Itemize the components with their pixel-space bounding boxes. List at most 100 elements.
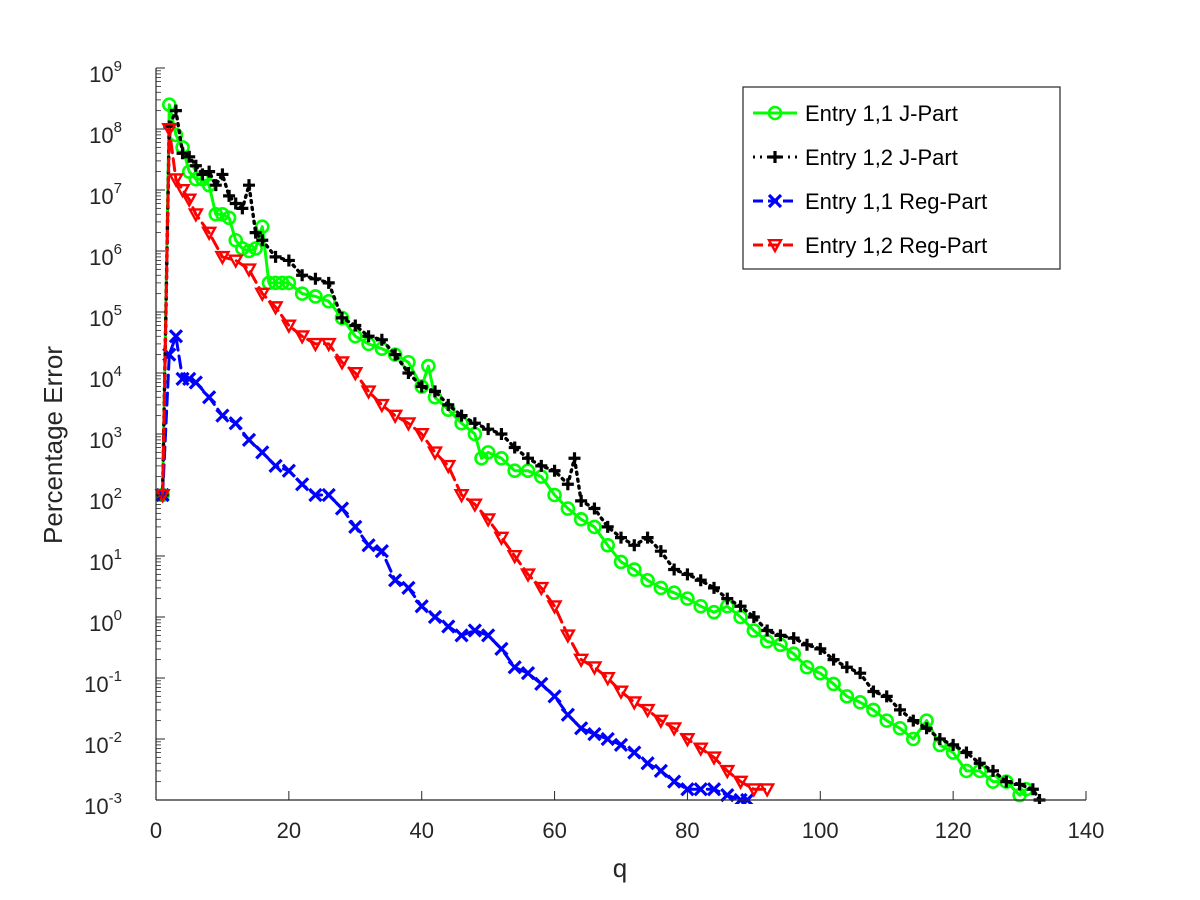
data-point [362,330,375,343]
y-tick-label: 104 [89,363,122,392]
data-point [732,775,749,791]
data-point [255,445,270,460]
data-point [520,666,536,681]
legend: Entry 1,1 J-Part Entry 1,2 J-Part Entry 1,… [742,86,1061,270]
data-point [295,477,310,492]
data-point [573,653,590,669]
data-point [668,563,681,576]
data-point [519,568,537,583]
data-point [249,226,262,239]
y-tick-label: 101 [89,546,122,575]
data-point [839,689,855,704]
data-point [705,751,723,766]
data-point [427,609,443,625]
data-point [248,241,263,256]
data-point [389,348,402,361]
x-axis-title: q [613,853,627,883]
data-point [360,385,377,400]
data-point [387,409,404,425]
legend-entry: Entry 1,2 J-Part [753,145,958,170]
data-point [196,168,209,181]
legend-label: Entry 1,1 Reg-Part [805,189,987,214]
data-point [294,330,311,345]
data-point [181,193,198,208]
y-tick-label: 10-1 [84,668,122,697]
y-tick-label: 100 [89,607,122,636]
data-point [867,685,880,698]
data-point [176,147,189,160]
data-point [761,624,774,637]
data-point [414,599,429,614]
axes: 0 20 40 60 80 100 120 140 10-3 10-2 10-1 100 101 102 1… [84,58,1104,843]
data-point [534,676,549,692]
data-point [559,629,576,644]
y-tick-label: 10-2 [84,729,122,758]
data-point [168,329,184,344]
data-point [309,272,322,285]
data-point [442,398,455,411]
data-point [429,385,441,398]
x-tick-label: 100 [802,818,839,843]
data-point [560,501,576,516]
data-point [169,104,182,117]
data-point [746,623,762,638]
data-point [786,646,802,662]
series-4 [154,123,776,798]
data-point [734,600,747,613]
data-point [747,611,760,623]
legend-label: Entry 1,1 J-Part [805,101,958,126]
data-point [174,184,191,199]
y-tick-label: 105 [89,302,122,331]
data-point [507,660,522,675]
data-point [933,733,946,745]
data-point [413,428,430,443]
data-point [216,168,229,181]
data-point [480,513,497,528]
data-point [495,428,508,440]
data-point [560,707,575,722]
data-point [454,628,469,643]
x-tick-label: 140 [1068,818,1105,843]
data-point [894,703,906,716]
legend-entry: Entry 1,1 Reg-Part [753,189,987,214]
data-point [223,189,236,202]
y-tick-label: 10-3 [84,790,122,819]
data-point [568,452,581,465]
legend-entry: Entry 1,2 Reg-Part [753,233,987,258]
data-point [615,531,627,544]
data-point [601,520,614,533]
data-point [347,367,364,382]
data-point [827,653,840,666]
y-tick-label: 109 [89,58,122,87]
data-point [814,642,827,655]
data-point [468,417,481,430]
data-point [548,464,561,477]
data-point [641,531,654,544]
data-point [333,356,351,371]
data-point [154,489,171,504]
data-point [482,423,495,436]
data-point [774,629,787,642]
data-point [588,502,601,515]
data-point [307,337,324,353]
data-point [575,494,588,507]
data-point [627,745,642,760]
data-point [680,591,695,606]
data-point [866,702,881,718]
data-point [719,764,736,780]
data-point [375,333,388,346]
legend-label: Entry 1,2 J-Part [805,145,958,170]
data-point [227,254,244,269]
data-point [920,722,933,735]
data-point [852,694,868,710]
data-point [441,619,456,634]
x-tick-label: 0 [150,818,162,843]
x-tick-label: 60 [542,818,566,843]
data-point [693,782,708,797]
data-point [854,667,867,680]
data-point [243,179,255,192]
data-point [280,319,297,335]
data-point [415,380,428,393]
series-line [161,334,749,802]
data-point [799,659,815,675]
